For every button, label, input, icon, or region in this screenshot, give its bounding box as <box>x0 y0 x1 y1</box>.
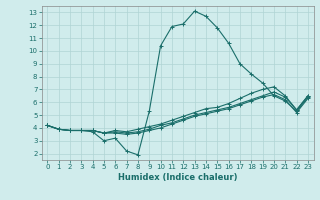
X-axis label: Humidex (Indice chaleur): Humidex (Indice chaleur) <box>118 173 237 182</box>
